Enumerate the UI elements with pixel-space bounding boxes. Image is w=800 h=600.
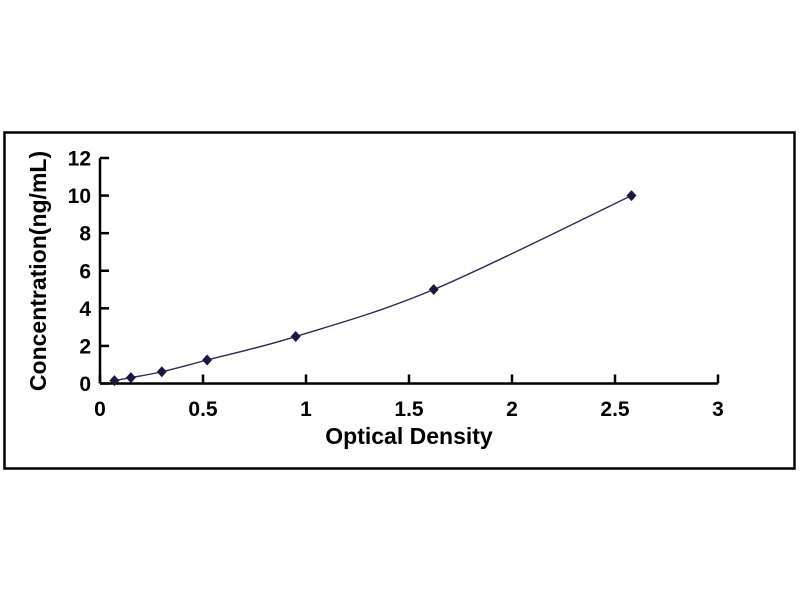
x-tick-label: 1.5 <box>394 398 424 421</box>
data-point-marker <box>156 366 167 378</box>
x-tick-label: 2 <box>506 398 518 421</box>
x-tick-label: 0.5 <box>188 398 218 421</box>
x-axis-title: Optical Density <box>325 423 493 449</box>
y-tick-label: 4 <box>79 298 91 321</box>
axis-ticks <box>98 156 720 385</box>
x-tick-label: 3 <box>712 398 724 421</box>
data-point-marker <box>202 354 213 366</box>
y-tick-label: 2 <box>79 335 91 358</box>
curve-line <box>114 194 632 382</box>
x-tick-label: 0 <box>94 398 106 421</box>
y-axis-title: Concentration(ng/mL) <box>25 151 51 391</box>
x-tick-label: 1 <box>300 398 312 421</box>
axis-tick-labels: 0 0.5 1 1.5 2 2.5 3 0 2 4 6 8 10 12 <box>68 148 724 422</box>
y-tick-label: 6 <box>79 260 91 283</box>
y-tick-label: 0 <box>79 373 91 396</box>
x-tick-label: 2.5 <box>600 398 630 421</box>
axes <box>98 158 718 385</box>
data-point-marker <box>109 375 120 387</box>
y-tick-label: 12 <box>68 148 91 171</box>
data-series <box>109 190 637 387</box>
data-point-marker <box>428 284 439 296</box>
y-tick-label: 10 <box>68 185 91 208</box>
data-point-marker <box>290 331 301 343</box>
y-tick-label: 8 <box>79 223 91 246</box>
data-point-marker <box>125 372 136 384</box>
data-point-marker <box>626 190 637 202</box>
chart-frame <box>3 131 796 470</box>
